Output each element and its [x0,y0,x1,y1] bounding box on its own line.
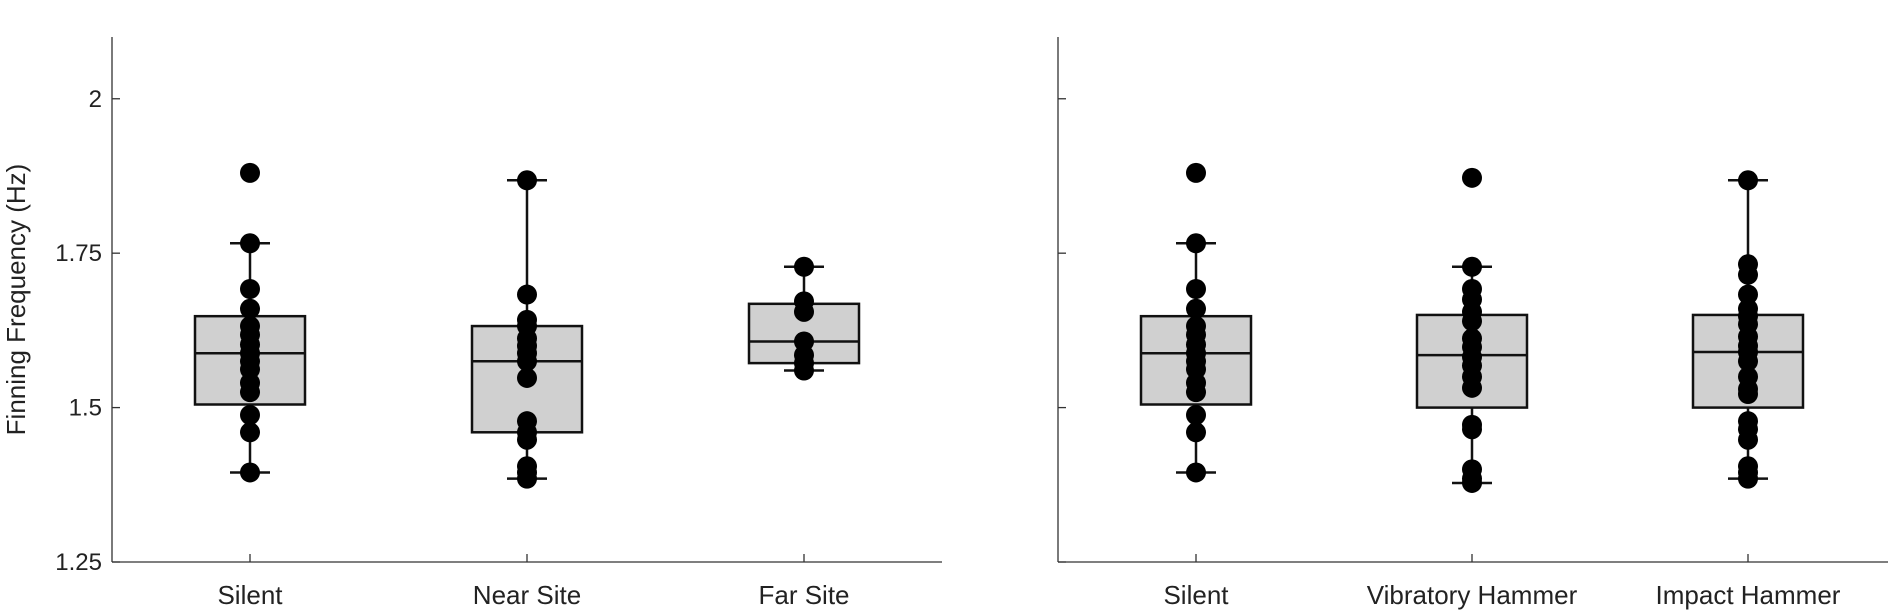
data-point [240,382,260,403]
data-point [240,298,260,319]
y-axis-title: Finning Frequency (Hz) [1,164,31,436]
data-point [1186,279,1206,299]
data-point [1186,405,1206,425]
data-point [1738,468,1758,489]
y-tick-label: 2 [89,86,102,113]
data-point [517,170,537,191]
data-point [240,405,260,425]
data-point [1738,284,1758,305]
x-tick-label: Silent [217,580,283,610]
panel-b: Silent Vibratory Hammer Impact Hammer [1057,37,1888,610]
y-tick-label: 1.75 [55,240,102,267]
data-point [240,422,260,443]
data-point [1738,264,1758,285]
x-tick-label: Far Site [758,580,849,610]
data-point [1186,422,1206,443]
data-point [1462,472,1482,493]
data-point [240,162,260,183]
data-point [517,367,537,388]
data-point [1738,384,1758,404]
x-tick-label: Vibratory Hammer [1367,580,1578,610]
x-tick-label: Silent [1163,580,1229,610]
panel-a: 1.25 1.5 1.75 2 Finning Frequency (Hz) Silent… [1,37,942,610]
x-tick-label: Impact Hammer [1656,580,1841,610]
data-point [1186,298,1206,319]
data-point [1738,170,1758,191]
data-point [517,351,537,372]
data-point [1186,462,1206,483]
x-tick-label: Near Site [473,580,581,610]
y-tick-label: 1.5 [69,395,102,422]
data-point [794,256,814,277]
data-point [517,468,537,489]
data-point [240,462,260,483]
data-point [240,233,260,254]
data-point [1462,377,1482,398]
data-point [794,301,814,322]
data-point [1186,162,1206,183]
data-point [517,284,537,305]
data-point [517,429,537,450]
data-point [1462,256,1482,277]
y-tick-label: 1.25 [55,549,102,576]
data-point [1738,429,1758,450]
data-point [240,279,260,299]
data-point [1738,351,1758,372]
data-point [1186,382,1206,403]
data-point [1462,167,1482,188]
data-point [1462,311,1482,332]
data-point [1462,419,1482,440]
data-point [1186,233,1206,254]
data-point [794,360,814,381]
